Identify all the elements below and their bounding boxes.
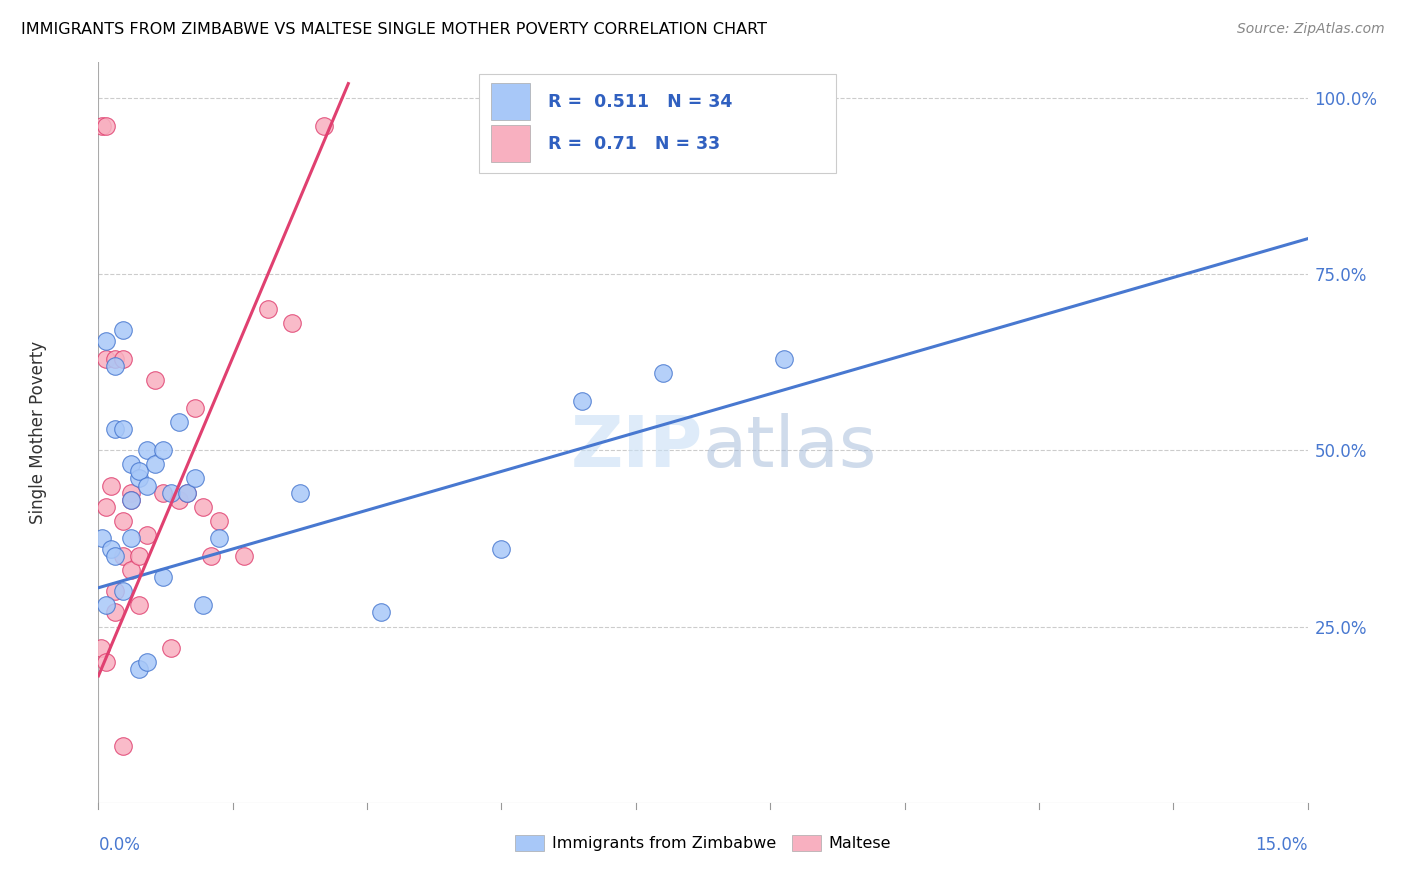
Point bbox=[571, 393, 593, 408]
Point bbox=[120, 563, 142, 577]
Point bbox=[193, 500, 215, 514]
Point bbox=[772, 351, 794, 366]
Point bbox=[120, 492, 142, 507]
Point bbox=[314, 119, 336, 133]
Point bbox=[152, 570, 174, 584]
Point bbox=[120, 458, 142, 472]
Point bbox=[120, 492, 142, 507]
Point bbox=[491, 541, 513, 556]
Point bbox=[128, 471, 150, 485]
Point bbox=[160, 485, 183, 500]
Point bbox=[176, 485, 198, 500]
FancyBboxPatch shape bbox=[492, 126, 530, 162]
Point bbox=[91, 532, 114, 546]
Point bbox=[120, 485, 142, 500]
Point bbox=[103, 422, 125, 436]
Point bbox=[167, 492, 190, 507]
Point bbox=[103, 606, 125, 620]
Point bbox=[135, 655, 157, 669]
Point bbox=[96, 351, 118, 366]
Point bbox=[152, 485, 174, 500]
Point bbox=[90, 640, 112, 655]
Point bbox=[651, 366, 673, 380]
Point bbox=[120, 532, 142, 546]
Point bbox=[103, 549, 125, 563]
Point bbox=[100, 478, 122, 492]
Point bbox=[111, 323, 134, 337]
Point bbox=[96, 655, 118, 669]
Text: R =  0.71   N = 33: R = 0.71 N = 33 bbox=[548, 135, 720, 153]
Point bbox=[143, 373, 166, 387]
Point bbox=[111, 739, 134, 754]
Text: R =  0.511   N = 34: R = 0.511 N = 34 bbox=[548, 93, 733, 111]
FancyBboxPatch shape bbox=[492, 83, 530, 120]
Point bbox=[111, 584, 134, 599]
Text: Source: ZipAtlas.com: Source: ZipAtlas.com bbox=[1237, 22, 1385, 37]
Point bbox=[128, 599, 150, 613]
Point bbox=[232, 549, 254, 563]
Point bbox=[100, 541, 122, 556]
Point bbox=[135, 443, 157, 458]
Point bbox=[152, 443, 174, 458]
Point bbox=[103, 351, 125, 366]
Point bbox=[288, 485, 311, 500]
Text: atlas: atlas bbox=[703, 413, 877, 482]
Point bbox=[103, 359, 125, 373]
Point bbox=[111, 351, 134, 366]
Text: Single Mother Poverty: Single Mother Poverty bbox=[30, 341, 46, 524]
Text: ZIP: ZIP bbox=[571, 413, 703, 482]
Point bbox=[128, 549, 150, 563]
Point bbox=[128, 662, 150, 676]
Point bbox=[96, 599, 118, 613]
Point bbox=[256, 302, 278, 317]
Point bbox=[96, 500, 118, 514]
Point bbox=[96, 119, 118, 133]
Point bbox=[370, 606, 392, 620]
Text: 15.0%: 15.0% bbox=[1256, 836, 1308, 855]
Text: 0.0%: 0.0% bbox=[98, 836, 141, 855]
Point bbox=[184, 401, 207, 415]
Point bbox=[135, 528, 157, 542]
Point bbox=[128, 464, 150, 478]
Point bbox=[111, 514, 134, 528]
Point bbox=[160, 640, 183, 655]
Point bbox=[135, 478, 157, 492]
Point bbox=[111, 549, 134, 563]
Point bbox=[208, 514, 231, 528]
Point bbox=[193, 599, 215, 613]
Legend: Immigrants from Zimbabwe, Maltese: Immigrants from Zimbabwe, Maltese bbox=[509, 829, 897, 858]
FancyBboxPatch shape bbox=[479, 73, 837, 173]
Point bbox=[96, 334, 118, 348]
Point bbox=[111, 422, 134, 436]
Point bbox=[91, 119, 114, 133]
Point bbox=[200, 549, 222, 563]
Point bbox=[281, 316, 304, 330]
Point bbox=[143, 458, 166, 472]
Text: IMMIGRANTS FROM ZIMBABWE VS MALTESE SINGLE MOTHER POVERTY CORRELATION CHART: IMMIGRANTS FROM ZIMBABWE VS MALTESE SING… bbox=[21, 22, 768, 37]
Point bbox=[176, 485, 198, 500]
Point bbox=[103, 584, 125, 599]
Point bbox=[167, 415, 190, 429]
Point bbox=[184, 471, 207, 485]
Point bbox=[208, 532, 231, 546]
